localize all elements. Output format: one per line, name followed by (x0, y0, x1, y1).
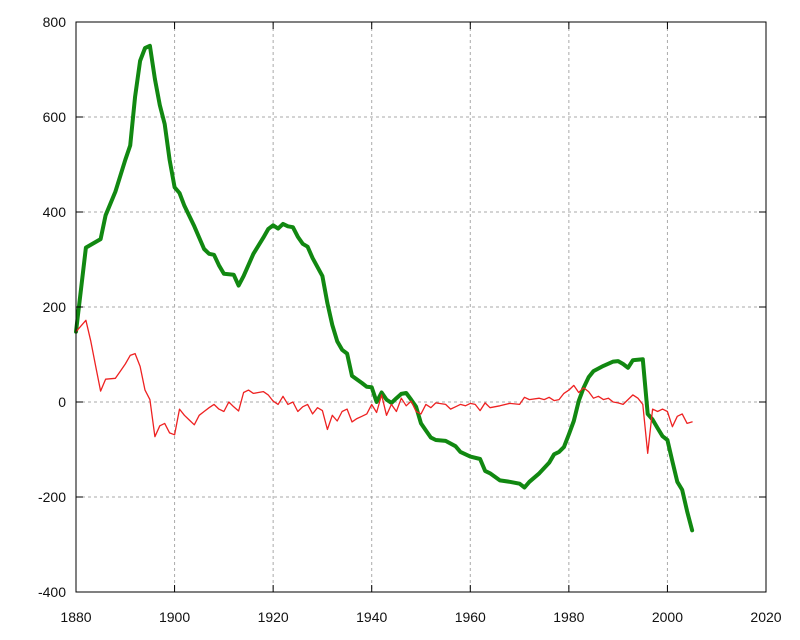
y-tick-label: -200 (38, 489, 66, 505)
x-tick-label: 1980 (553, 609, 584, 625)
y-tick-label: 400 (43, 204, 67, 220)
x-tick-label: 1880 (60, 609, 91, 625)
x-tick-label: 1900 (159, 609, 190, 625)
grid (76, 22, 766, 592)
series-line-2 (75, 319, 693, 454)
tick-marks (75, 21, 767, 593)
x-tick-label: 1940 (356, 609, 387, 625)
series-line-1 (74, 43, 695, 533)
y-tick-label: 600 (43, 109, 67, 125)
y-tick-label: 800 (43, 14, 67, 30)
x-tick-label: 1920 (258, 609, 289, 625)
y-axis-tick-labels: 800 600 400 200 0 -200 -400 (38, 14, 66, 600)
y-tick-label: 0 (58, 394, 66, 410)
x-tick-label: 2020 (750, 609, 781, 625)
x-tick-label: 1960 (455, 609, 486, 625)
y-tick-label: 200 (43, 299, 67, 315)
x-axis-tick-labels: 1880 1900 1920 1940 1960 1980 2000 2020 (60, 609, 781, 625)
series-group (74, 43, 695, 533)
y-tick-label: -400 (38, 584, 66, 600)
x-tick-label: 2000 (652, 609, 683, 625)
